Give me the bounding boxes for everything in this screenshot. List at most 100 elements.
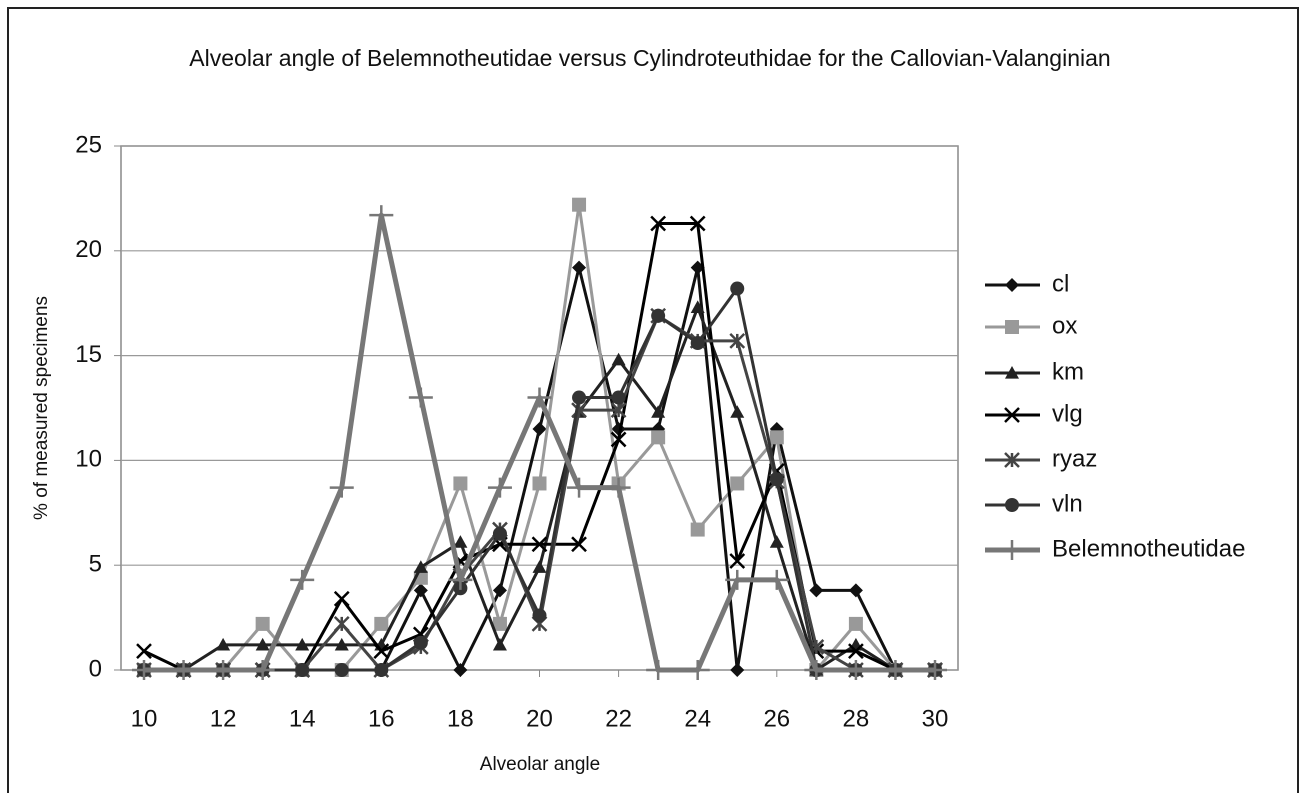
marker-shape (1005, 278, 1019, 292)
marker (369, 205, 394, 226)
marker (730, 476, 745, 491)
marker (1000, 540, 1024, 560)
marker (689, 215, 706, 232)
marker-shape (255, 616, 270, 631)
marker (843, 660, 868, 680)
marker-shape (611, 390, 626, 405)
marker (448, 569, 473, 590)
marker (883, 660, 908, 680)
marker-shape (532, 476, 547, 491)
marker (685, 660, 710, 680)
legend-label: vlg (1052, 400, 1083, 427)
marker (567, 477, 592, 498)
marker (729, 553, 746, 569)
frame (7, 7, 1299, 793)
marker (295, 637, 310, 651)
marker (532, 421, 547, 436)
marker-shape (295, 637, 310, 651)
marker (1004, 407, 1020, 423)
marker (769, 472, 784, 487)
marker (492, 616, 507, 631)
marker (690, 336, 705, 351)
marker (610, 431, 627, 448)
marker-shape (572, 260, 587, 275)
marker (690, 522, 705, 537)
marker-shape (413, 635, 428, 650)
marker (572, 197, 587, 212)
marker (136, 643, 152, 660)
marker (1005, 320, 1019, 334)
marker (804, 660, 829, 680)
legend-label: vln (1052, 490, 1083, 517)
marker-stroke (689, 215, 706, 232)
marker-stroke (571, 536, 587, 553)
marker (290, 569, 315, 590)
marker (216, 637, 231, 651)
marker-stroke (848, 643, 864, 660)
x-tick-label: 28 (843, 705, 870, 732)
series-line (143, 222, 935, 672)
marker-shape (453, 535, 468, 548)
marker-shape (809, 583, 824, 598)
y-tick-label: 10 (75, 446, 102, 473)
x-axis-label: Alveolar angle (480, 754, 600, 775)
marker (487, 477, 512, 498)
marker (334, 663, 349, 677)
marker (1005, 278, 1019, 292)
marker (764, 569, 789, 590)
x-tick-label: 18 (447, 705, 474, 732)
marker-stroke (1004, 407, 1020, 423)
marker-shape (413, 583, 428, 598)
marker (413, 560, 428, 573)
marker (848, 583, 863, 598)
marker (611, 390, 626, 405)
marker (606, 477, 631, 498)
marker-shape (532, 421, 547, 436)
marker (730, 663, 745, 677)
marker-shape (334, 637, 349, 651)
legend-label: ryaz (1052, 445, 1097, 472)
marker (334, 637, 349, 651)
marker (729, 333, 746, 349)
marker-shape (374, 663, 389, 677)
x-tick-label: 10 (131, 705, 158, 732)
x-tick-label: 20 (526, 705, 553, 732)
legend-label: cl (1052, 270, 1069, 297)
marker (171, 660, 196, 680)
marker (453, 476, 468, 491)
y-tick-label: 25 (75, 131, 102, 158)
marker-shape (453, 476, 468, 491)
marker (532, 476, 547, 491)
marker-shape (1005, 498, 1019, 512)
legend-label: ox (1052, 312, 1077, 339)
x-tick-label: 22 (605, 705, 632, 732)
x-tick-label: 24 (684, 705, 711, 732)
marker (1005, 498, 1019, 512)
marker (848, 616, 863, 631)
marker-shape (255, 637, 270, 651)
y-axis-label: % of measured specimens (31, 296, 52, 520)
marker-shape (730, 281, 745, 296)
marker-stroke (333, 590, 350, 607)
x-tick-label: 30 (922, 705, 949, 732)
marker (730, 281, 745, 296)
marker-shape (730, 405, 745, 418)
marker (373, 643, 390, 660)
marker-shape (492, 583, 507, 598)
x-tick-label: 12 (210, 705, 237, 732)
marker (492, 637, 507, 651)
legend-label: Belemnotheutidae (1052, 535, 1245, 562)
marker (255, 616, 270, 631)
marker (650, 215, 667, 232)
marker-shape (572, 390, 587, 405)
marker (492, 583, 507, 598)
marker (571, 536, 587, 553)
legend-label: km (1052, 358, 1084, 385)
marker (532, 560, 547, 573)
marker-shape (334, 663, 349, 677)
marker (211, 660, 236, 680)
marker (408, 387, 433, 408)
marker (730, 405, 745, 418)
marker-stroke (729, 553, 746, 569)
